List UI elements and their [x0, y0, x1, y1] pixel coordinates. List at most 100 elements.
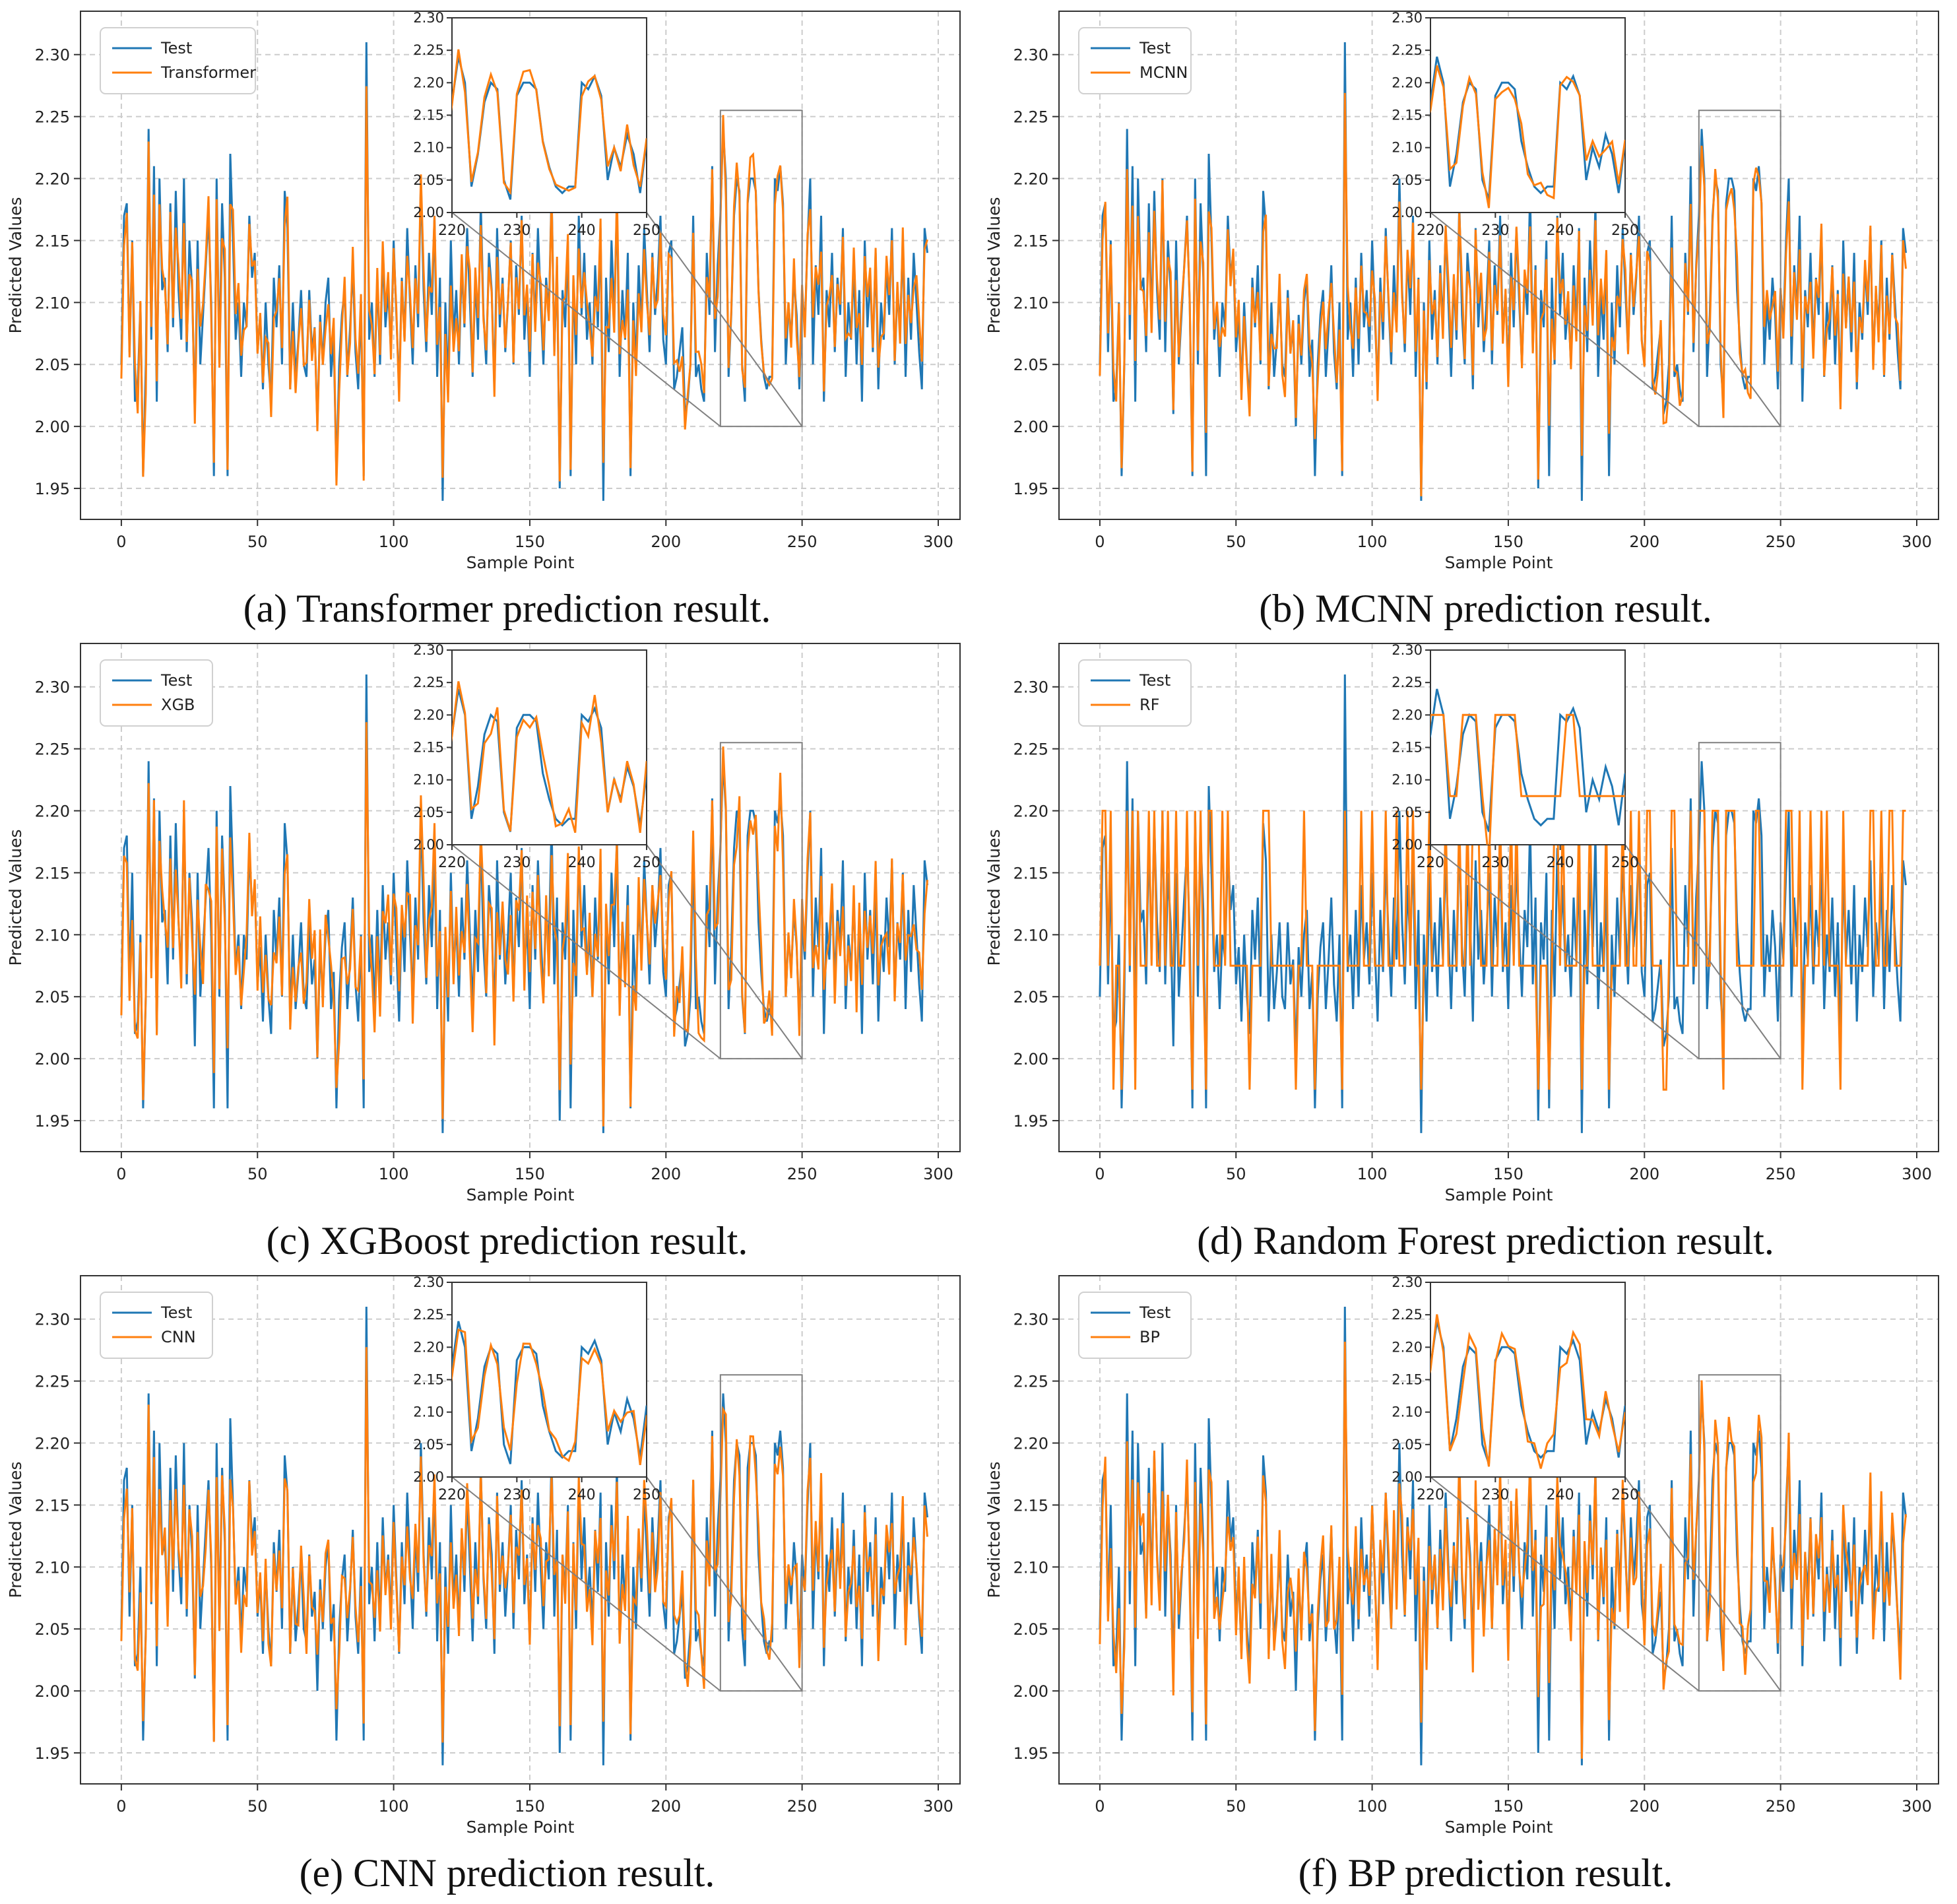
- x-tick-label: 250: [787, 533, 818, 551]
- inset-y-tick-label: 2.20: [413, 75, 444, 90]
- inset-y-tick-label: 2.25: [413, 674, 444, 690]
- inset-y-tick-label: 2.05: [1392, 804, 1423, 820]
- zoom-connector: [1430, 844, 1700, 1059]
- zoom-connector: [451, 1476, 721, 1691]
- inset-y-tick-label: 2.30: [1392, 1274, 1423, 1290]
- inset-y-tick-label: 2.15: [1392, 108, 1423, 123]
- x-tick-label: 150: [1493, 533, 1524, 551]
- y-tick-label: 2.20: [1013, 170, 1048, 189]
- y-tick-label: 2.05: [1013, 356, 1048, 374]
- inset-x-tick-label: 230: [1481, 1487, 1509, 1503]
- legend-label-prediction: BP: [1139, 1328, 1160, 1346]
- axes-frame: [80, 643, 961, 1152]
- inset-y-tick-label: 2.10: [1392, 772, 1423, 788]
- y-axis-label: Predicted Values: [6, 830, 25, 966]
- zoom-connector: [1624, 212, 1781, 427]
- inset-background: [1430, 17, 1626, 213]
- y-axis-label: Predicted Values: [6, 197, 25, 334]
- inset-axes: 220 230 240 250 2.00 2.05 2.10 2.15 2.20 2.25 2.30: [413, 642, 660, 871]
- y-tick-label: 2.20: [35, 803, 70, 821]
- y-tick-label: 2.20: [35, 170, 70, 189]
- zoom-box: [1698, 742, 1781, 1060]
- y-tick-label: 1.95: [35, 1744, 70, 1763]
- x-tick-label: 250: [1766, 533, 1796, 551]
- inset-x-tick-label: 220: [438, 855, 466, 871]
- inset-axes: 220 230 240 250 2.00 2.05 2.10 2.15 2.20 2.25 2.30: [413, 10, 660, 239]
- x-tick-label: 50: [247, 1165, 268, 1183]
- x-tick-label: 150: [515, 1165, 545, 1183]
- legend-box: [100, 659, 213, 727]
- legend-box: [1078, 27, 1192, 94]
- x-tick-label: 300: [1902, 1165, 1932, 1183]
- series-line-prediction: [120, 86, 928, 486]
- panel-caption: (b) MCNN prediction result.: [1259, 587, 1712, 630]
- x-axis-label: Sample Point: [466, 1185, 575, 1204]
- inset-y-tick-label: 2.05: [1392, 172, 1423, 188]
- axes-frame: [1058, 11, 1939, 520]
- inset-series-prediction: [1430, 713, 1625, 845]
- inset-y-tick-label: 2.25: [1392, 674, 1423, 690]
- x-tick-label: 100: [1357, 1797, 1388, 1816]
- zoom-connector: [646, 844, 803, 1059]
- inset-series-prediction: [1430, 65, 1625, 209]
- x-tick-label: 100: [379, 1797, 409, 1816]
- zoom-box: [719, 110, 803, 428]
- panel-caption: (f) BP prediction result.: [1299, 1851, 1673, 1895]
- inset-x-tick-label: 230: [503, 855, 530, 871]
- series-line-test: [1099, 674, 1907, 1133]
- y-tick-label: 1.95: [1013, 1744, 1048, 1763]
- x-tick-label: 0: [1095, 533, 1105, 551]
- chart-panel-4: 0 50 100 150 200 250 300 1.95 2.00 2.05 2.10 2.15 2.…: [984, 642, 1939, 1263]
- inset-x-tick-label: 250: [1611, 222, 1639, 239]
- series-line-prediction: [1099, 92, 1907, 497]
- x-tick-label: 250: [1766, 1165, 1796, 1183]
- y-tick-label: 2.00: [1013, 418, 1048, 436]
- x-tick-label: 300: [923, 1165, 953, 1183]
- inset-y-tick-label: 2.00: [1392, 1469, 1423, 1485]
- inset-y-tick-label: 2.25: [413, 1307, 444, 1323]
- inset-y-tick-label: 2.30: [413, 10, 444, 26]
- series-line-prediction: [120, 1347, 928, 1743]
- x-tick-label: 300: [923, 533, 953, 551]
- legend: Test BP: [1078, 1292, 1192, 1359]
- x-tick-label: 100: [1357, 533, 1388, 551]
- y-tick-label: 2.00: [35, 1682, 70, 1701]
- inset-y-tick-label: 2.10: [413, 140, 444, 156]
- inset-background: [451, 17, 647, 213]
- inset-y-tick-label: 2.10: [413, 772, 444, 788]
- x-tick-label: 100: [1357, 1165, 1388, 1183]
- zoom-connector: [1430, 212, 1700, 427]
- y-axis-label: Predicted Values: [984, 197, 1004, 334]
- zoom-connector: [646, 212, 803, 427]
- chart-panel-3: 0 50 100 150 200 250 300 1.95 2.00 2.05 2.10 2.15 2.…: [6, 642, 961, 1263]
- x-axis-label: Sample Point: [466, 553, 575, 572]
- y-tick-label: 1.95: [1013, 480, 1048, 498]
- x-tick-label: 150: [1493, 1165, 1524, 1183]
- inset-background: [451, 1282, 647, 1478]
- x-tick-label: 200: [651, 1797, 681, 1816]
- inset-y-tick-label: 2.00: [1392, 837, 1423, 853]
- x-tick-label: 0: [116, 533, 126, 551]
- x-tick-label: 200: [1629, 1165, 1659, 1183]
- y-tick-label: 2.10: [1013, 294, 1048, 312]
- y-tick-label: 2.30: [1013, 1311, 1048, 1329]
- inset-y-tick-label: 2.20: [1392, 1339, 1423, 1355]
- legend: Test MCNN: [1078, 27, 1192, 94]
- zoom-box: [1698, 1374, 1781, 1692]
- y-tick-label: 2.05: [1013, 988, 1048, 1006]
- inset-x-tick-label: 220: [1417, 1487, 1444, 1503]
- inset-x-tick-label: 230: [1481, 855, 1509, 871]
- inset-x-tick-label: 230: [503, 1487, 530, 1503]
- x-tick-label: 300: [1902, 533, 1932, 551]
- x-tick-label: 200: [1629, 1797, 1659, 1816]
- y-tick-label: 2.05: [35, 356, 70, 374]
- inset-x-tick-label: 220: [1417, 222, 1444, 239]
- inset-y-tick-label: 2.30: [413, 1274, 444, 1290]
- inset-y-tick-label: 2.25: [413, 42, 444, 58]
- inset-y-tick-label: 2.20: [1392, 75, 1423, 90]
- x-tick-label: 0: [1095, 1797, 1105, 1816]
- inset-x-tick-label: 230: [503, 222, 530, 239]
- inset-y-tick-label: 2.30: [413, 642, 444, 658]
- legend-box: [1078, 1292, 1192, 1359]
